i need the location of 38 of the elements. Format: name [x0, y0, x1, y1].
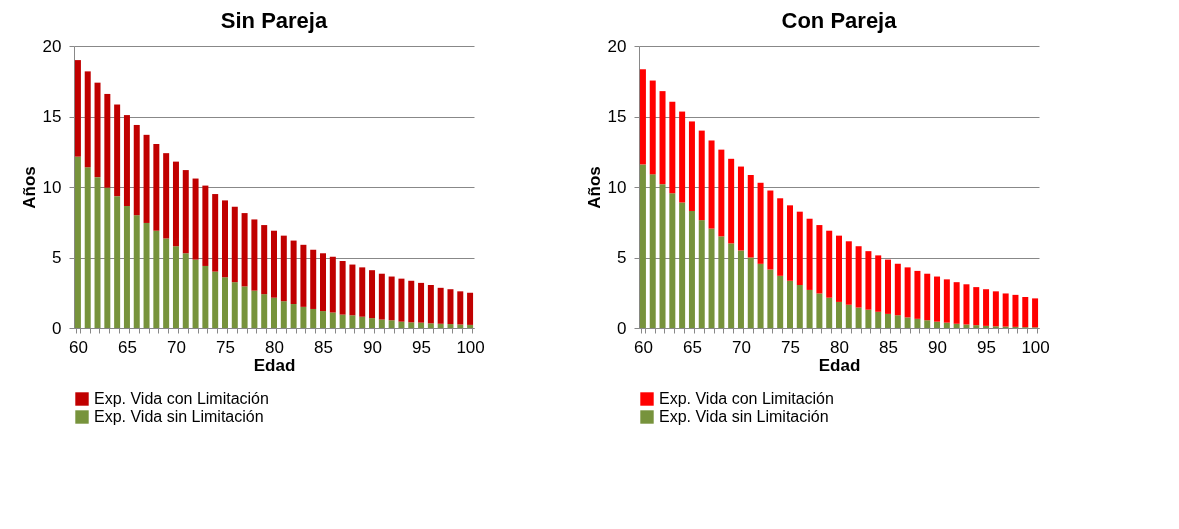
- y-tick-label: 0: [617, 318, 627, 338]
- y-axis-title: Años: [584, 166, 604, 209]
- x-axis-title: Edad: [253, 355, 296, 375]
- x-tick-label: 90: [928, 337, 947, 357]
- legend-label: Exp. Vida con Limitación: [659, 390, 834, 407]
- x-tick-label: 75: [781, 337, 800, 357]
- y-tick-label: 5: [617, 248, 627, 267]
- x-tick-label: 85: [314, 337, 333, 357]
- y-tick-label: 15: [607, 107, 627, 126]
- x-tick-label: 75: [216, 337, 235, 357]
- y-tick-label: 10: [607, 177, 627, 197]
- y-tick-label: 20: [607, 36, 627, 56]
- y-tick-label: 10: [42, 177, 62, 197]
- x-axis-title: Edad: [818, 355, 861, 375]
- x-tick-label: 95: [412, 337, 432, 357]
- x-tick-label: 85: [879, 337, 898, 357]
- x-tick-label: 70: [732, 337, 751, 357]
- x-tick-label: 60: [68, 337, 88, 357]
- y-axis-title: Años: [19, 166, 39, 209]
- x-tick-label: 80: [265, 337, 284, 357]
- x-tick-label: 65: [682, 337, 702, 357]
- chart-title: Con Pareja: [781, 8, 898, 33]
- x-tick-label: 100: [456, 337, 485, 357]
- x-tick-label: 100: [1021, 337, 1050, 357]
- legend-label: Exp. Vida con Limitación: [94, 390, 269, 407]
- y-tick-label: 0: [52, 318, 62, 338]
- y-tick-label: 5: [52, 248, 62, 267]
- y-tick-label: 20: [42, 36, 62, 56]
- x-tick-label: 80: [830, 337, 849, 357]
- x-tick-label: 95: [977, 337, 997, 357]
- x-tick-label: 90: [363, 337, 382, 357]
- legend-label: Exp. Vida sin Limitación: [94, 408, 264, 425]
- legend-label: Exp. Vida sin Limitación: [659, 408, 829, 425]
- x-tick-label: 70: [167, 337, 186, 357]
- y-tick-label: 15: [42, 107, 62, 126]
- chart-title: Sin Pareja: [220, 8, 328, 33]
- x-tick-label: 65: [117, 337, 137, 357]
- x-tick-label: 60: [633, 337, 653, 357]
